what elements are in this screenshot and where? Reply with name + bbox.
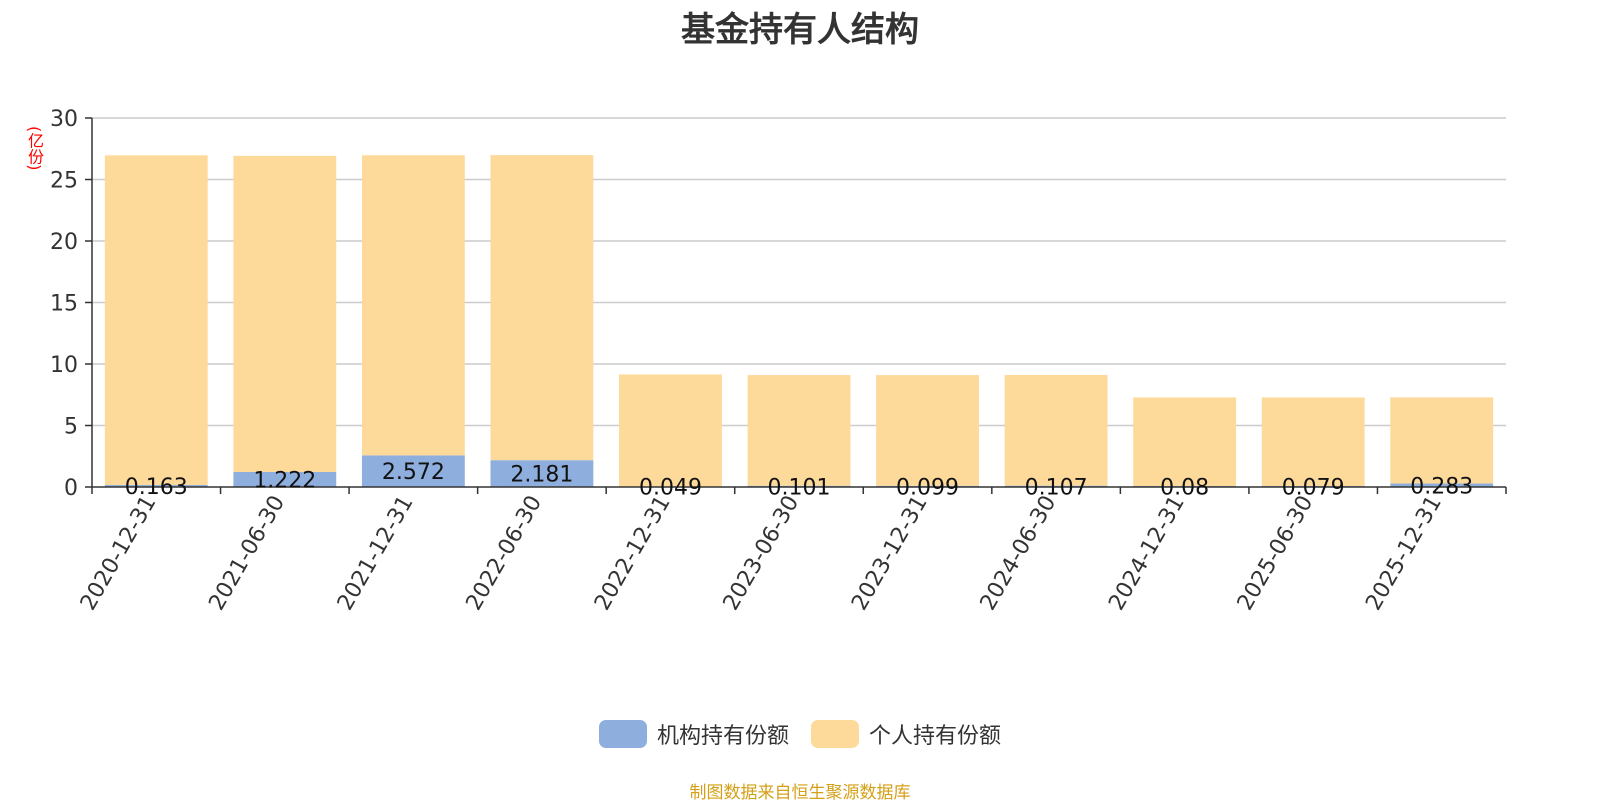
bar-institutional	[490, 460, 594, 487]
legend-item-institutional[interactable]: 机构持有份额	[598, 718, 789, 750]
bar-individual	[361, 155, 465, 456]
x-tick-label: 2022-06-30	[462, 492, 548, 615]
chart-title: 基金持有人结构	[681, 10, 919, 50]
data-label-institutional: 0.08	[1160, 476, 1209, 501]
y-tick-label: 15	[50, 292, 78, 317]
x-tick-label: 2024-12-31	[1104, 492, 1190, 615]
bar-individual	[233, 155, 337, 472]
bar-individual	[1133, 397, 1237, 487]
data-label-institutional: 0.049	[639, 476, 702, 501]
bar-individual	[747, 375, 851, 486]
y-tick-label: 5	[64, 415, 78, 440]
data-label-institutional: 0.079	[1282, 476, 1345, 501]
bar-individual	[1004, 374, 1108, 486]
data-label-institutional: 2.572	[382, 460, 445, 485]
bar-institutional	[361, 455, 465, 487]
data-label-institutional: 1.222	[253, 468, 316, 493]
x-tick-label: 2020-12-31	[76, 492, 162, 615]
data-labels: 0.163 1.222 2.572 2.181 0.049 0.101 0.099 0.107…	[125, 460, 1473, 501]
y-tick-label: 10	[50, 353, 78, 378]
bar-individual	[104, 155, 208, 485]
y-tick-label: 0	[64, 476, 78, 501]
y-tick-label: 20	[50, 230, 78, 255]
legend-item-individual[interactable]: 个人持有份额	[811, 718, 1001, 750]
legend-label-individual: 个人持有份额	[869, 724, 1002, 749]
y-axis-unit-label: (亿份)	[25, 125, 44, 171]
legend-swatch-individual	[811, 720, 859, 748]
x-tick-label: 2023-12-31	[847, 491, 933, 614]
bar-institutional	[233, 471, 337, 487]
x-tick-label: 2024-06-30	[976, 492, 1062, 615]
y-tick-label: 30	[50, 107, 78, 132]
x-tick-label: 2021-12-31	[333, 492, 419, 615]
bar-institutional	[1390, 483, 1494, 487]
data-label-institutional: 0.099	[896, 475, 959, 500]
data-label-institutional: 0.283	[1410, 474, 1473, 499]
x-tick-label: 2025-06-30	[1233, 492, 1319, 615]
legend-label-institutional: 机构持有份额	[656, 724, 789, 749]
data-label-institutional: 0.107	[1025, 475, 1088, 500]
x-tick-label: 2021-06-30	[204, 492, 290, 615]
bar-individual	[1261, 397, 1365, 487]
bar-institutional	[104, 484, 208, 487]
x-tick-label: 2023-06-30	[719, 492, 805, 615]
y-tick-label: 25	[50, 169, 78, 194]
data-label-institutional: 2.181	[510, 463, 573, 488]
source-note: 制图数据来自恒生聚源数据库	[689, 783, 911, 803]
bars	[104, 155, 1494, 487]
x-tick-label: 2022-12-31	[590, 492, 676, 615]
legend: 机构持有份额 个人持有份额	[0, 718, 1600, 750]
bar-individual	[876, 375, 979, 486]
data-label-institutional: 0.101	[768, 475, 831, 500]
x-tick-label: 2025-12-31	[1361, 492, 1447, 615]
bar-individual	[619, 374, 722, 487]
bar-individual	[490, 155, 594, 461]
bar-individual	[1390, 397, 1494, 484]
legend-swatch-institutional	[598, 720, 647, 748]
data-label-institutional: 0.163	[125, 475, 188, 500]
